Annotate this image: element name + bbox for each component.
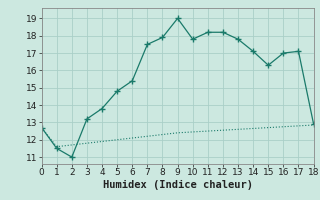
X-axis label: Humidex (Indice chaleur): Humidex (Indice chaleur): [103, 180, 252, 190]
